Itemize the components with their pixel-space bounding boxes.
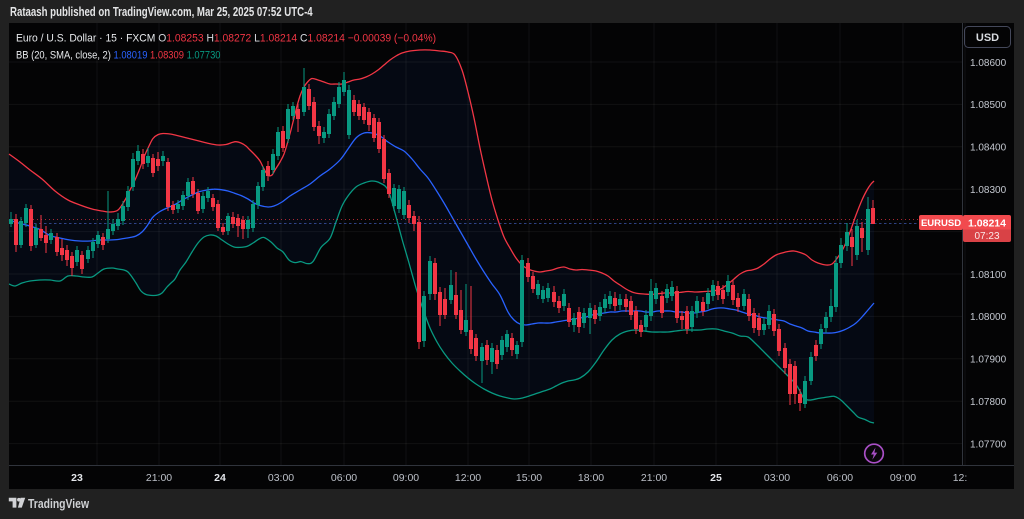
- svg-text:03:00: 03:00: [268, 472, 294, 484]
- svg-text:21:00: 21:00: [641, 472, 667, 484]
- svg-text:Euro / U.S. Dollar · 15 · FXCM: Euro / U.S. Dollar · 15 · FXCM O1.08253 …: [16, 32, 436, 44]
- svg-text:1.08000: 1.08000: [970, 312, 1007, 323]
- svg-text:03:00: 03:00: [764, 472, 790, 484]
- svg-text:23: 23: [71, 472, 83, 484]
- svg-text:09:00: 09:00: [890, 472, 916, 484]
- svg-text:25: 25: [710, 472, 722, 484]
- svg-text:1.08600: 1.08600: [970, 58, 1007, 69]
- svg-text:15:00: 15:00: [516, 472, 542, 484]
- svg-text:1.08500: 1.08500: [970, 100, 1007, 111]
- svg-text:12:00: 12:00: [455, 472, 481, 484]
- svg-text:1.07900: 1.07900: [970, 355, 1007, 366]
- svg-text:06:00: 06:00: [827, 472, 853, 484]
- svg-text:1.07800: 1.07800: [970, 397, 1007, 408]
- svg-text:1.08400: 1.08400: [970, 143, 1007, 154]
- svg-text:07:23: 07:23: [974, 231, 999, 242]
- svg-text:1.08300: 1.08300: [970, 185, 1007, 196]
- svg-text:21:00: 21:00: [146, 472, 172, 484]
- svg-text:24: 24: [214, 472, 226, 484]
- svg-text:Rataash published on TradingVi: Rataash published on TradingView.com, Ma…: [10, 6, 313, 20]
- svg-text:TradingView: TradingView: [28, 497, 90, 511]
- svg-text:EURUSD: EURUSD: [921, 218, 961, 229]
- svg-text:USD: USD: [976, 32, 999, 44]
- svg-text:BB (20, SMA, close, 2) 1.08019: BB (20, SMA, close, 2) 1.08019 1.08309 1…: [16, 50, 221, 62]
- svg-text:09:00: 09:00: [393, 472, 419, 484]
- svg-text:18:00: 18:00: [578, 472, 604, 484]
- svg-text:06:00: 06:00: [331, 472, 357, 484]
- svg-text:12:: 12:: [953, 472, 968, 484]
- svg-text:1.07700: 1.07700: [970, 439, 1007, 450]
- svg-text:1.08100: 1.08100: [970, 270, 1007, 281]
- svg-text:1.08214: 1.08214: [968, 218, 1006, 230]
